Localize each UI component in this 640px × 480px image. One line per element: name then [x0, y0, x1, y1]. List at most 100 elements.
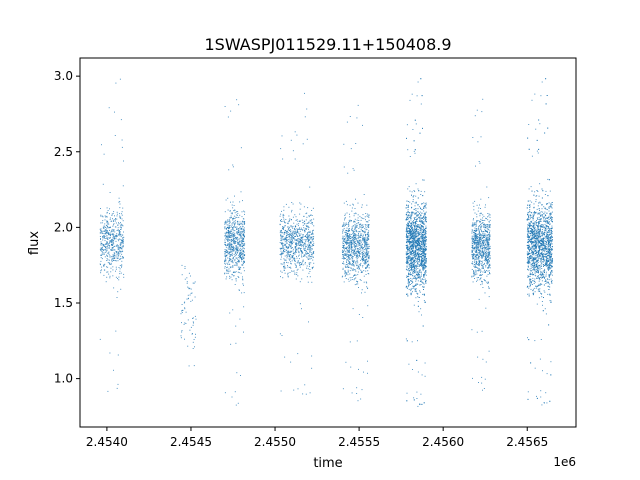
- data-point: [408, 223, 410, 225]
- data-point: [303, 254, 305, 256]
- data-point: [235, 237, 237, 239]
- data-point: [190, 275, 191, 277]
- data-point: [353, 235, 355, 237]
- data-point: [109, 232, 111, 234]
- data-point: [112, 225, 114, 227]
- data-point: [410, 212, 412, 214]
- data-point: [286, 240, 288, 242]
- data-point: [408, 231, 410, 233]
- data-point: [234, 218, 236, 220]
- data-point: [412, 234, 414, 236]
- data-point: [411, 265, 413, 267]
- data-point: [297, 353, 299, 355]
- data-point: [244, 261, 245, 263]
- data-point: [294, 273, 296, 275]
- data-point: [285, 231, 287, 233]
- data-point: [226, 272, 228, 274]
- data-point: [348, 229, 350, 231]
- data-point: [409, 156, 411, 157]
- data-point: [279, 232, 281, 234]
- data-point: [351, 392, 353, 394]
- data-point: [348, 257, 350, 259]
- data-point: [413, 228, 415, 230]
- data-point: [281, 232, 283, 234]
- data-point: [293, 270, 295, 272]
- data-point: [114, 215, 115, 217]
- data-point: [411, 254, 412, 256]
- data-point: [419, 240, 421, 242]
- data-point: [102, 251, 104, 253]
- data-point: [296, 239, 297, 241]
- data-point: [243, 267, 245, 269]
- data-point: [243, 235, 245, 236]
- data-point: [229, 232, 231, 234]
- data-point: [411, 207, 412, 209]
- data-point: [414, 221, 416, 223]
- data-point: [481, 254, 483, 256]
- data-point: [290, 234, 292, 236]
- data-point: [409, 225, 411, 227]
- data-point: [121, 218, 123, 220]
- data-point: [311, 233, 313, 235]
- data-point: [237, 247, 239, 248]
- data-point: [237, 402, 239, 404]
- data-point: [348, 250, 350, 251]
- data-point: [351, 207, 353, 209]
- data-point: [342, 275, 344, 277]
- data-point: [346, 230, 348, 232]
- data-point: [342, 254, 344, 256]
- data-point: [106, 211, 108, 213]
- data-point: [234, 242, 236, 243]
- data-point: [109, 263, 111, 265]
- data-point: [232, 247, 234, 249]
- data-point: [232, 248, 234, 250]
- data-point: [115, 234, 117, 236]
- data-point: [290, 262, 292, 264]
- data-point: [187, 298, 189, 300]
- data-point: [414, 191, 416, 192]
- data-point: [301, 264, 302, 265]
- data-point: [303, 255, 304, 257]
- data-point: [113, 287, 115, 289]
- data-point: [482, 246, 484, 248]
- data-point: [121, 224, 123, 226]
- data-point: [236, 232, 238, 234]
- data-point: [116, 234, 118, 236]
- data-point: [291, 250, 292, 252]
- data-point: [421, 281, 423, 283]
- data-point: [101, 248, 103, 250]
- data-point: [290, 241, 292, 243]
- data-point: [290, 243, 292, 245]
- data-point: [244, 254, 245, 256]
- data-point: [107, 243, 109, 245]
- data-point: [107, 237, 109, 239]
- data-point: [345, 272, 347, 274]
- data-point: [367, 233, 369, 235]
- data-point: [407, 149, 409, 151]
- data-point: [358, 228, 360, 229]
- data-point: [226, 255, 228, 256]
- data-point: [99, 248, 101, 250]
- data-point: [361, 246, 363, 248]
- data-point: [423, 240, 425, 242]
- data-point: [118, 234, 120, 236]
- data-point: [352, 249, 354, 251]
- data-point: [287, 265, 288, 266]
- data-point: [120, 258, 121, 260]
- data-point: [101, 243, 103, 245]
- data-point: [416, 224, 418, 226]
- data-point: [411, 238, 413, 240]
- data-point: [361, 270, 363, 272]
- data-point: [195, 318, 197, 320]
- data-point: [243, 235, 245, 237]
- data-point: [412, 232, 414, 234]
- data-point: [353, 229, 355, 231]
- data-point: [420, 280, 422, 282]
- data-point: [362, 237, 364, 239]
- data-point: [190, 288, 192, 290]
- data-point: [406, 285, 408, 287]
- data-point: [359, 244, 361, 246]
- data-point: [420, 215, 422, 217]
- data-point: [479, 244, 481, 246]
- data-point: [188, 365, 190, 367]
